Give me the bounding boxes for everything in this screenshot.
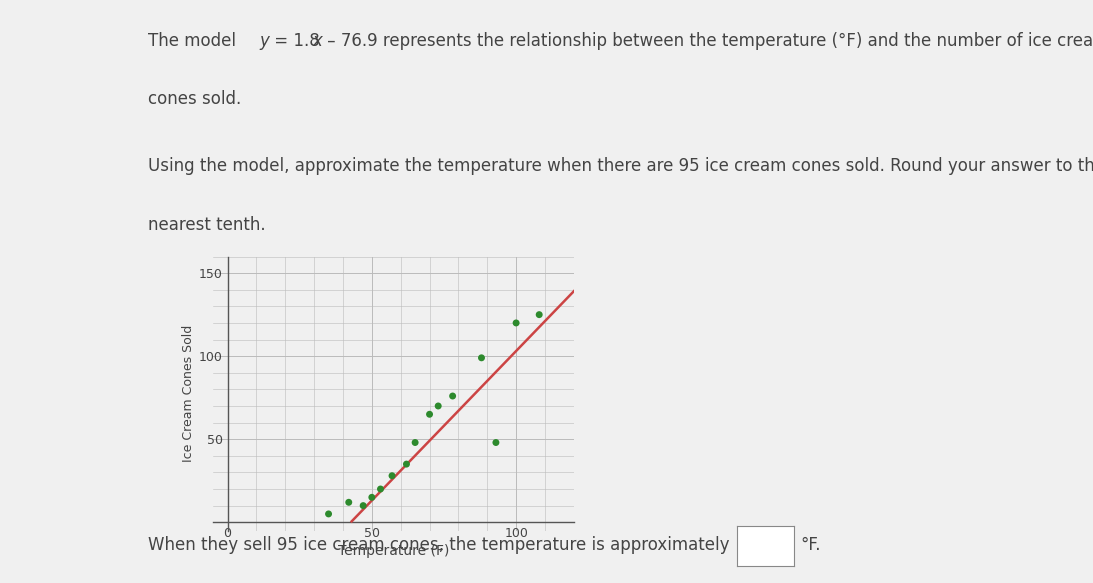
Text: y: y <box>259 32 269 50</box>
Point <box>473 353 491 363</box>
Point <box>507 318 525 328</box>
Point <box>444 391 461 401</box>
Point <box>354 501 372 510</box>
Point <box>421 410 438 419</box>
Point <box>398 459 415 469</box>
Point <box>530 310 548 319</box>
X-axis label: Temperature (F): Temperature (F) <box>338 545 449 559</box>
Point <box>320 510 338 519</box>
Point <box>384 471 401 480</box>
Text: When they sell 95 ice cream cones, the temperature is approximately: When they sell 95 ice cream cones, the t… <box>148 536 729 554</box>
Point <box>340 498 357 507</box>
Text: cones sold.: cones sold. <box>148 90 240 108</box>
Point <box>372 484 389 494</box>
Text: nearest tenth.: nearest tenth. <box>148 216 266 234</box>
Point <box>487 438 505 447</box>
Point <box>407 438 424 447</box>
Text: = 1.8: = 1.8 <box>269 32 319 50</box>
Point <box>363 493 380 502</box>
Y-axis label: Ice Cream Cones Sold: Ice Cream Cones Sold <box>181 325 195 462</box>
Text: The model: The model <box>148 32 240 50</box>
Text: °F.: °F. <box>800 536 821 554</box>
Text: Using the model, approximate the temperature when there are 95 ice cream cones s: Using the model, approximate the tempera… <box>148 157 1093 175</box>
Point <box>430 401 447 410</box>
Text: x: x <box>313 32 322 50</box>
Text: – 76.9 represents the relationship between the temperature (°F) and the number o: – 76.9 represents the relationship betwe… <box>322 32 1093 50</box>
